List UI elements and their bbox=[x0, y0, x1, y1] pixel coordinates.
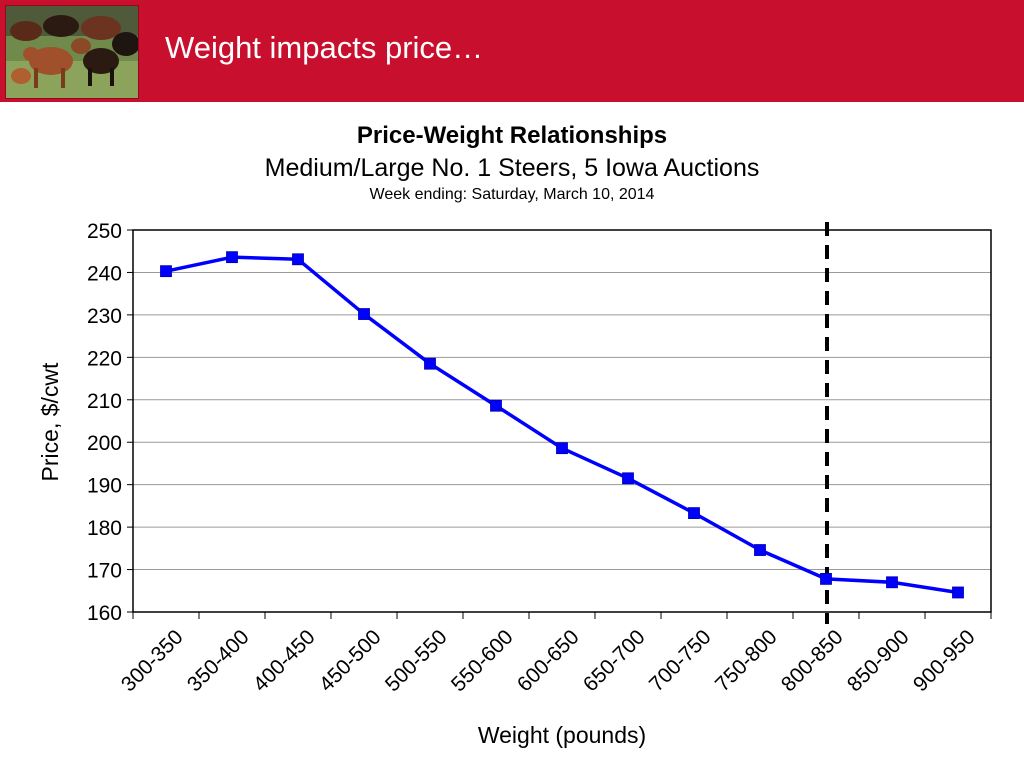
y-tick-label: 180 bbox=[87, 517, 122, 540]
y-tick-label: 190 bbox=[87, 475, 122, 498]
x-tick-label: 750-800 bbox=[711, 625, 782, 696]
y-tick-label: 200 bbox=[87, 432, 122, 455]
data-point bbox=[226, 251, 238, 264]
x-tick-label: 900-950 bbox=[909, 625, 980, 696]
x-tick-label: 300-350 bbox=[117, 625, 188, 696]
series-group bbox=[160, 251, 964, 599]
data-point bbox=[490, 399, 502, 412]
data-point bbox=[556, 442, 568, 455]
y-axis-label: Price, $/cwt bbox=[37, 362, 63, 481]
y-tick-label: 230 bbox=[87, 305, 122, 328]
x-tick-label: 400-450 bbox=[249, 625, 320, 696]
cattle-photo bbox=[5, 5, 139, 99]
data-point bbox=[358, 308, 370, 320]
x-tick-label: 450-500 bbox=[315, 625, 386, 696]
x-axis-label: Weight (pounds) bbox=[478, 722, 646, 748]
data-point bbox=[886, 576, 898, 589]
data-point bbox=[952, 586, 964, 599]
chart-date-subtitle: Week ending: Saturday, March 10, 2014 bbox=[369, 186, 655, 203]
x-tick-label: 550-600 bbox=[447, 625, 518, 696]
y-axis: 160 170 180 190 200 210 220 230 240 250 bbox=[87, 220, 133, 625]
x-tick-label: 700-750 bbox=[645, 625, 716, 696]
slide-header: Weight impacts price… bbox=[0, 0, 1024, 102]
y-tick-label: 210 bbox=[87, 390, 122, 413]
x-tick-label: 350-400 bbox=[183, 625, 254, 696]
y-tick-label: 220 bbox=[87, 347, 122, 370]
series-line bbox=[165, 255, 959, 595]
chart-subtitle: Medium/Large No. 1 Steers, 5 Iowa Auctio… bbox=[264, 154, 760, 182]
x-tick-label: 600-650 bbox=[513, 625, 584, 696]
gridlines bbox=[133, 271, 991, 571]
x-tick-label: 850-900 bbox=[843, 625, 914, 696]
y-tick-label: 250 bbox=[87, 220, 122, 243]
data-point bbox=[754, 544, 766, 556]
data-point bbox=[160, 265, 172, 278]
x-axis: 300-350350-400400-450450-500500-550550-6… bbox=[117, 612, 992, 696]
data-point bbox=[292, 253, 304, 266]
x-tick-label: 800-850 bbox=[777, 625, 848, 696]
plot-frame bbox=[132, 229, 992, 613]
data-point bbox=[688, 507, 700, 520]
x-tick-label: 500-550 bbox=[381, 625, 452, 696]
x-tick-label: 650-700 bbox=[579, 625, 650, 696]
data-point bbox=[622, 472, 634, 485]
y-tick-label: 170 bbox=[87, 560, 122, 583]
chart-title: Price-Weight Relationships bbox=[356, 122, 668, 149]
y-tick-label: 160 bbox=[87, 602, 122, 625]
y-tick-label: 240 bbox=[87, 262, 122, 285]
data-point bbox=[424, 357, 436, 370]
data-point bbox=[820, 572, 832, 585]
slide-title: Weight impacts price… bbox=[165, 30, 484, 65]
